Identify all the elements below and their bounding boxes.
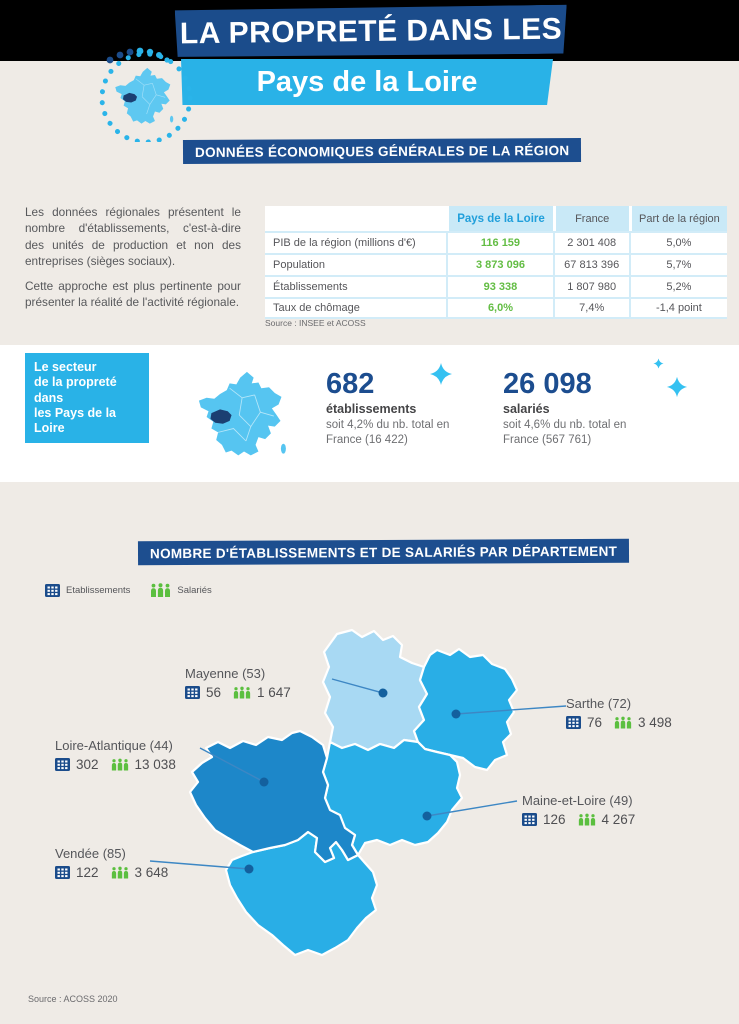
dept-salaries: 1 647 xyxy=(257,685,291,700)
people-icon xyxy=(151,583,171,597)
building-icon xyxy=(55,866,70,879)
dept-name: Vendée (85) xyxy=(55,846,126,861)
dept-stats: 122 3 648 xyxy=(55,865,174,880)
building-icon xyxy=(45,583,60,597)
dept-salaries: 13 038 xyxy=(134,757,176,772)
sparkle-icon xyxy=(430,363,452,385)
legend-etablissements: Etablissements xyxy=(45,583,131,597)
map-legend: Etablissements Salariés xyxy=(45,583,212,597)
dept-label-mayenne: Mayenne (53) 56 1 647 xyxy=(185,666,297,700)
row-france-value: 2 301 408 xyxy=(552,231,629,253)
header-france: France xyxy=(552,206,629,231)
header-empty xyxy=(265,206,447,231)
intro-paragraph-2: Cette approche est plus pertinente pour … xyxy=(25,279,241,310)
table-source: Source : INSEE et ACOSS xyxy=(265,318,366,328)
row-region-value: 3 873 096 xyxy=(446,253,553,275)
dept-label-vendee: Vendée (85) 122 3 648 xyxy=(55,846,174,880)
row-part-value: -1,4 point xyxy=(628,297,727,319)
leader-lines xyxy=(149,678,567,870)
row-label: Population xyxy=(265,253,447,275)
header-region: Pays de la Loire xyxy=(446,206,553,231)
table-header-row: Pays de la Loire France Part de la régio… xyxy=(265,206,727,231)
map-mayenne xyxy=(321,628,429,752)
table-row: Établissements 93 338 1 807 980 5,2% xyxy=(265,275,727,297)
row-part-value: 5,2% xyxy=(628,275,727,297)
legend-salaries: Salariés xyxy=(150,583,212,597)
stat-etablissements: 682 établissements soit 4,2% du nb. tota… xyxy=(326,370,496,448)
map-dots xyxy=(244,688,461,874)
row-label: PIB de la région (millions d'€) xyxy=(265,231,447,253)
table-row: PIB de la région (millions d'€) 116 159 … xyxy=(265,231,727,253)
dept-etablissements: 76 xyxy=(587,715,603,730)
dept-etablissements: 302 xyxy=(76,757,99,772)
dept-etablissements: 56 xyxy=(206,685,222,700)
dept-salaries: 3 648 xyxy=(134,865,169,880)
row-label: Établissements xyxy=(265,275,447,297)
map-source: Source : ACOSS 2020 xyxy=(28,994,118,1004)
dept-name: Loire-Atlantique (44) xyxy=(55,738,173,753)
stat-value: 26 098 xyxy=(503,368,592,400)
intro-text: Les données régionales présentent le nom… xyxy=(25,204,241,311)
dept-salaries: 4 267 xyxy=(601,812,636,827)
building-icon xyxy=(566,716,581,729)
dept-stats: 56 1 647 xyxy=(185,685,297,700)
row-label: Taux de chômage xyxy=(265,297,447,319)
people-icon xyxy=(111,758,128,771)
legend-label: Salariés xyxy=(177,584,212,596)
dept-name: Maine-et-Loire (49) xyxy=(522,793,633,808)
row-region-value: 6,0% xyxy=(446,297,553,319)
people-icon xyxy=(233,686,251,699)
stat-detail: soit 4,2% du nb. total en France (16 422… xyxy=(326,419,450,446)
legend-label: Etablissements xyxy=(66,584,131,596)
intro-paragraph-1: Les données régionales présentent le nom… xyxy=(25,205,241,268)
row-france-value: 67 813 396 xyxy=(552,253,629,275)
stat-salaries: 26 098 salariés soit 4,6% du nb. total e… xyxy=(503,370,673,448)
row-region-value: 116 159 xyxy=(446,231,553,253)
region-title: Pays de la Loire xyxy=(256,65,478,98)
dept-label-maine-et-loire: Maine-et-Loire (49) 126 4 267 xyxy=(522,793,641,827)
building-icon xyxy=(55,758,70,771)
building-icon xyxy=(185,686,200,699)
building-icon xyxy=(522,813,537,826)
dept-stats: 76 3 498 xyxy=(566,715,678,730)
france-map-badge-icon xyxy=(99,47,193,142)
france-region-map-icon xyxy=(198,371,286,456)
map-loire-atlantique xyxy=(188,729,360,864)
stat-value: 682 xyxy=(326,368,375,400)
row-france-value: 1 807 980 xyxy=(552,275,629,297)
row-france-value: 7,4% xyxy=(552,297,629,319)
table-row: Population 3 873 096 67 813 396 5,7% xyxy=(265,253,727,275)
stat-detail: soit 4,6% du nb. total en France (567 76… xyxy=(503,419,627,446)
row-part-value: 5,0% xyxy=(628,231,727,253)
table-row: Taux de chômage 6,0% 7,4% -1,4 point xyxy=(265,297,727,319)
sparkle-icon xyxy=(666,376,688,398)
sparkle-icon xyxy=(653,358,664,369)
header-part: Part de la région xyxy=(628,206,727,231)
dept-stats: 126 4 267 xyxy=(522,812,641,827)
dept-etablissements: 126 xyxy=(543,812,566,827)
people-icon xyxy=(614,716,632,729)
dept-label-sarthe: Sarthe (72) 76 3 498 xyxy=(566,696,678,730)
dept-name: Sarthe (72) xyxy=(566,696,632,711)
dept-salaries: 3 498 xyxy=(638,715,672,730)
dept-stats: 302 13 038 xyxy=(55,757,182,772)
row-region-value: 93 338 xyxy=(446,275,553,297)
people-icon xyxy=(578,813,595,826)
sector-label: Le secteur de la propreté dans les Pays … xyxy=(25,353,149,444)
region-title-banner: Pays de la Loire xyxy=(181,59,553,105)
dept-name: Mayenne (53) xyxy=(185,666,266,681)
stat-label: salariés xyxy=(503,402,550,416)
map-sarthe xyxy=(412,647,519,772)
row-part-value: 5,7% xyxy=(628,253,727,275)
dept-etablissements: 122 xyxy=(76,865,99,880)
dept-label-loire-atlantique: Loire-Atlantique (44) 302 13 038 xyxy=(55,738,182,772)
economic-data-table: Pays de la Loire France Part de la régio… xyxy=(265,206,727,319)
people-icon xyxy=(111,866,128,879)
stat-label: établissements xyxy=(326,402,417,416)
